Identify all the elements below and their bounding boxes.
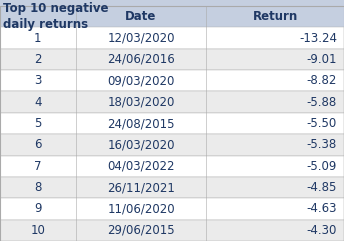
FancyBboxPatch shape — [0, 92, 344, 113]
Text: 9: 9 — [34, 202, 42, 215]
Text: -4.30: -4.30 — [307, 224, 337, 237]
FancyBboxPatch shape — [0, 198, 344, 220]
Text: -5.38: -5.38 — [307, 138, 337, 151]
Text: 12/03/2020: 12/03/2020 — [107, 32, 175, 45]
Text: -8.82: -8.82 — [307, 74, 337, 87]
Text: Top 10 negative
daily returns: Top 10 negative daily returns — [3, 2, 109, 31]
Text: 18/03/2020: 18/03/2020 — [107, 96, 175, 109]
Text: -5.88: -5.88 — [307, 96, 337, 109]
Text: Return: Return — [252, 10, 298, 23]
FancyBboxPatch shape — [0, 49, 344, 70]
FancyBboxPatch shape — [0, 27, 344, 49]
Text: -4.85: -4.85 — [307, 181, 337, 194]
Text: 4: 4 — [34, 96, 42, 109]
Text: 16/03/2020: 16/03/2020 — [107, 138, 175, 151]
Text: 29/06/2015: 29/06/2015 — [107, 224, 175, 237]
Text: 10: 10 — [30, 224, 45, 237]
Text: -5.09: -5.09 — [307, 160, 337, 173]
Text: -4.63: -4.63 — [307, 202, 337, 215]
Text: 3: 3 — [34, 74, 42, 87]
FancyBboxPatch shape — [0, 220, 344, 241]
FancyBboxPatch shape — [0, 156, 344, 177]
Text: 04/03/2022: 04/03/2022 — [107, 160, 175, 173]
Text: 24/06/2016: 24/06/2016 — [107, 53, 175, 66]
Text: 5: 5 — [34, 117, 42, 130]
Text: 6: 6 — [34, 138, 42, 151]
Text: 2: 2 — [34, 53, 42, 66]
Text: Date: Date — [125, 10, 157, 23]
FancyBboxPatch shape — [0, 177, 344, 198]
Text: 26/11/2021: 26/11/2021 — [107, 181, 175, 194]
Text: -5.50: -5.50 — [307, 117, 337, 130]
FancyBboxPatch shape — [0, 113, 344, 134]
FancyBboxPatch shape — [0, 6, 344, 27]
Text: 11/06/2020: 11/06/2020 — [107, 202, 175, 215]
Text: -13.24: -13.24 — [299, 32, 337, 45]
Text: 24/08/2015: 24/08/2015 — [107, 117, 175, 130]
Text: 1: 1 — [34, 32, 42, 45]
Text: 09/03/2020: 09/03/2020 — [107, 74, 175, 87]
Text: 8: 8 — [34, 181, 42, 194]
FancyBboxPatch shape — [0, 134, 344, 156]
Text: 7: 7 — [34, 160, 42, 173]
FancyBboxPatch shape — [0, 70, 344, 92]
Text: -9.01: -9.01 — [307, 53, 337, 66]
